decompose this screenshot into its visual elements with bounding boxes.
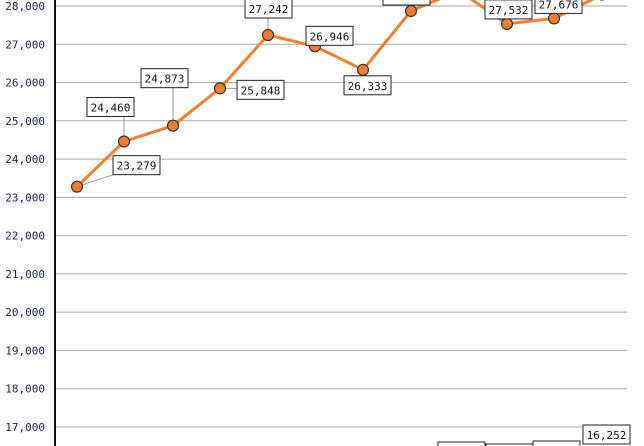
data-label: 26,946 [310,30,350,43]
data-label: 27,532 [489,4,529,17]
data-label: 26,333 [348,80,388,93]
data-label-box [532,440,581,446]
data-label: 24,873 [145,73,185,86]
y-tick-label: 19,000 [5,344,45,357]
data-label-box [534,0,583,14]
y-tick-label: 20,000 [5,306,45,319]
data-label: 27,242 [249,3,289,16]
data-point [404,4,418,18]
data-label-box [485,443,534,446]
data-label-box [382,0,431,6]
y-tick-label: 18,000 [5,383,45,396]
data-point [356,63,370,76]
data-label-box [582,424,631,445]
data-point [500,17,514,31]
y-tick-label: 24,000 [5,153,45,166]
data-label-box [437,441,486,446]
data-label: 16,252 [587,429,627,442]
data-label-box [484,0,533,20]
series-line [75,0,595,188]
y-tick-label: 27,000 [5,38,45,51]
data-point [166,119,180,132]
data-label-box [305,25,354,46]
y-tick-label: 22,000 [5,230,45,243]
data-label-box [86,96,135,117]
data-label-box [236,79,285,100]
label-connector [76,174,114,188]
data-point [213,82,227,95]
data-point [117,135,131,148]
data-point [261,28,275,42]
y-tick-label: 26,000 [5,77,45,90]
data-label-box [112,155,161,176]
data-label: 25,848 [241,84,281,97]
y-tick-label: 28,000 [5,0,45,13]
data-label: 23,279 [117,160,157,173]
data-label: 27,676 [539,0,579,11]
data-point [547,12,561,25]
data-label: 24,460 [91,101,131,114]
data-label-box [244,0,293,19]
y-tick-label: 25,000 [5,115,45,128]
data-label-box [343,75,392,96]
y-tick-label: 21,000 [5,268,45,281]
data-label-box [140,68,189,89]
data-point [70,180,84,193]
y-tick-label: 23,000 [5,191,45,204]
y-tick-label: 17,000 [5,421,45,434]
